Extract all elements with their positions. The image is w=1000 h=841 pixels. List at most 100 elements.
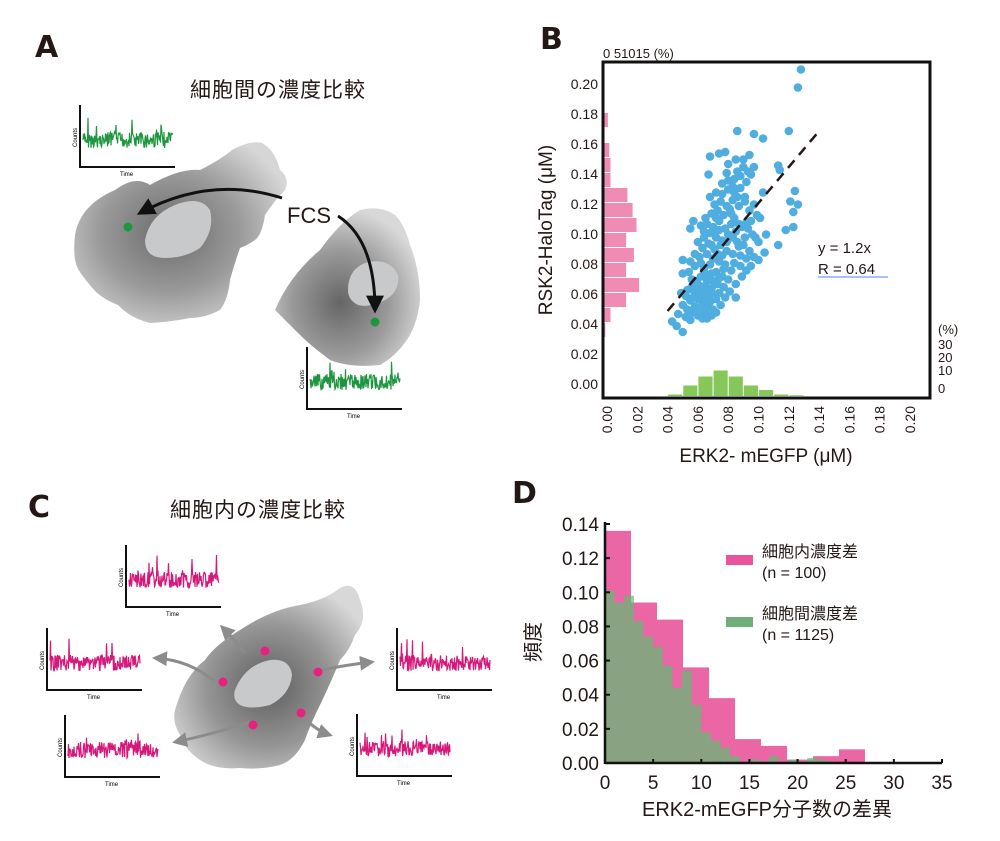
fcs-trace-c4: Counts Time bbox=[390, 628, 492, 701]
legend-swatch-intercellular bbox=[726, 617, 753, 627]
scatter-point bbox=[745, 150, 754, 160]
y-axis-label: 頻度 bbox=[522, 622, 545, 662]
scatter-point bbox=[728, 233, 738, 242]
scatter-point bbox=[702, 249, 712, 259]
y-tick-label: 0.04 bbox=[562, 686, 599, 707]
scatter-point bbox=[692, 305, 701, 314]
x-tick-label: 10 bbox=[691, 773, 712, 794]
legend-label-intracellular: 細胞内濃度差 bbox=[762, 543, 858, 561]
scatter-point bbox=[773, 240, 783, 250]
y-tick-label: 0.00 bbox=[562, 754, 599, 775]
scatter-point bbox=[761, 230, 771, 239]
fcs-trace-a2: Counts Time bbox=[300, 347, 402, 420]
scatter-point bbox=[714, 273, 724, 283]
scatter-point bbox=[731, 293, 741, 302]
fcs-spot-c5 bbox=[248, 720, 258, 730]
scatter-point bbox=[704, 170, 713, 179]
scatter-point bbox=[693, 279, 703, 289]
nucleus-c bbox=[234, 659, 292, 708]
x-marginal-hist-bar bbox=[759, 390, 774, 396]
y-tick-label: 0.14 bbox=[571, 166, 598, 182]
trace-xlabel: Time bbox=[120, 172, 134, 178]
scatter-point bbox=[672, 321, 681, 331]
panel-c-title: 細胞内の濃度比較 bbox=[170, 498, 346, 522]
panel-c-illustration: Counts Time Counts Time Counts Time Coun… bbox=[40, 545, 492, 788]
x-tick-label: 35 bbox=[931, 773, 952, 794]
scatter-point bbox=[784, 126, 794, 136]
scatter-point bbox=[790, 186, 800, 196]
scatter-point bbox=[678, 255, 688, 265]
x-axis-label: ERK2-mEGFP分子数の差異 bbox=[642, 798, 892, 821]
plot-frame bbox=[601, 60, 932, 400]
y-tick-label: 0.14 bbox=[562, 515, 599, 536]
y-tick-label: 0.12 bbox=[571, 196, 598, 212]
y-marginal-hist-bar bbox=[604, 263, 627, 277]
y-tick-label: 0.10 bbox=[571, 226, 598, 242]
scatter-point bbox=[793, 83, 803, 92]
arrow-to-trace-bottom-left bbox=[172, 720, 251, 748]
scatter-point bbox=[732, 167, 742, 176]
y-tick-label: 0.06 bbox=[562, 652, 599, 673]
scatter-point bbox=[732, 192, 742, 202]
y-tick-label: 0.04 bbox=[571, 316, 598, 332]
scatter-point bbox=[745, 206, 754, 215]
scatter-point bbox=[699, 233, 709, 242]
scatter-chart-b: 0 51015 (%) 0.00 0.02 0.04 0.06 0.08 0.10 0.12… bbox=[536, 46, 958, 467]
scatter-point bbox=[736, 183, 745, 193]
scatter-point bbox=[686, 315, 695, 325]
r-value-label: R = 0.64 bbox=[818, 261, 875, 278]
arrow-to-trace-bottom-right bbox=[303, 717, 333, 739]
y-marginal-hist-bar bbox=[604, 248, 634, 262]
scatter-point bbox=[716, 197, 725, 206]
scatter-point bbox=[737, 272, 747, 281]
y-tick-label: 0.10 bbox=[562, 583, 599, 604]
panel-a-illustration: FCS Counts Time Counts Time bbox=[73, 105, 420, 420]
right-hist-tick-10: 10 bbox=[938, 363, 952, 378]
legend-n-intercellular: (n = 1125) bbox=[762, 627, 834, 644]
scatter-point bbox=[742, 177, 751, 187]
x-tick-label: 15 bbox=[739, 773, 760, 794]
hist-bar-intracellular bbox=[760, 745, 787, 763]
x-marginal-hist-bar bbox=[668, 394, 683, 396]
hist-bar-intercellular bbox=[710, 740, 721, 763]
right-hist-tick-0: 0 bbox=[938, 381, 945, 396]
hist-bar-intercellular bbox=[749, 759, 760, 763]
x-marginal-hist-bar bbox=[774, 394, 789, 396]
hist-bar-intercellular bbox=[672, 687, 683, 763]
scatter-point bbox=[719, 282, 728, 292]
scatter-point bbox=[707, 240, 716, 250]
arrow-to-trace-top bbox=[219, 624, 247, 654]
fcs-label: FCS bbox=[287, 203, 331, 228]
scatter-point bbox=[754, 255, 763, 265]
x-tick-label: 0.10 bbox=[751, 406, 767, 433]
x-tick-label: 25 bbox=[835, 773, 856, 794]
x-tick-label: 0.06 bbox=[690, 406, 706, 433]
legend-label-intercellular: 細胞間濃度差 bbox=[762, 605, 858, 623]
scatter-point bbox=[702, 276, 712, 286]
x-axis-label: ERK2- mEGFP (μM) bbox=[679, 446, 852, 467]
y-marginal-hist-bar bbox=[604, 323, 606, 337]
fcs-spot-c2 bbox=[218, 677, 228, 687]
hist-bar-intercellular bbox=[691, 704, 702, 763]
hist-bar-intercellular bbox=[816, 759, 827, 763]
panel-letter-d: D bbox=[512, 476, 537, 511]
scatter-point bbox=[702, 314, 712, 323]
scatter-point bbox=[728, 249, 738, 259]
x-marginal-hist-bar bbox=[683, 385, 698, 396]
scatter-point bbox=[745, 246, 754, 256]
y-tick-label: 0.08 bbox=[562, 617, 599, 638]
y-marginal-hist-bar bbox=[604, 188, 628, 202]
hist-bar-intercellular bbox=[701, 732, 711, 763]
legend-swatch-intracellular bbox=[726, 555, 753, 565]
scatter-point bbox=[710, 290, 719, 299]
x-tick-label: 0 bbox=[600, 773, 611, 794]
scatter-point bbox=[704, 294, 713, 304]
scatter-point bbox=[740, 233, 750, 242]
hist-bar-intercellular bbox=[787, 759, 798, 763]
x-tick-label: 20 bbox=[787, 773, 808, 794]
scatter-point bbox=[749, 129, 759, 139]
x-tick-label: 0.02 bbox=[629, 406, 645, 433]
scatter-point bbox=[713, 249, 722, 259]
trace-ylabel: Counts bbox=[300, 370, 306, 389]
trace-xlabel: Time bbox=[347, 414, 361, 420]
